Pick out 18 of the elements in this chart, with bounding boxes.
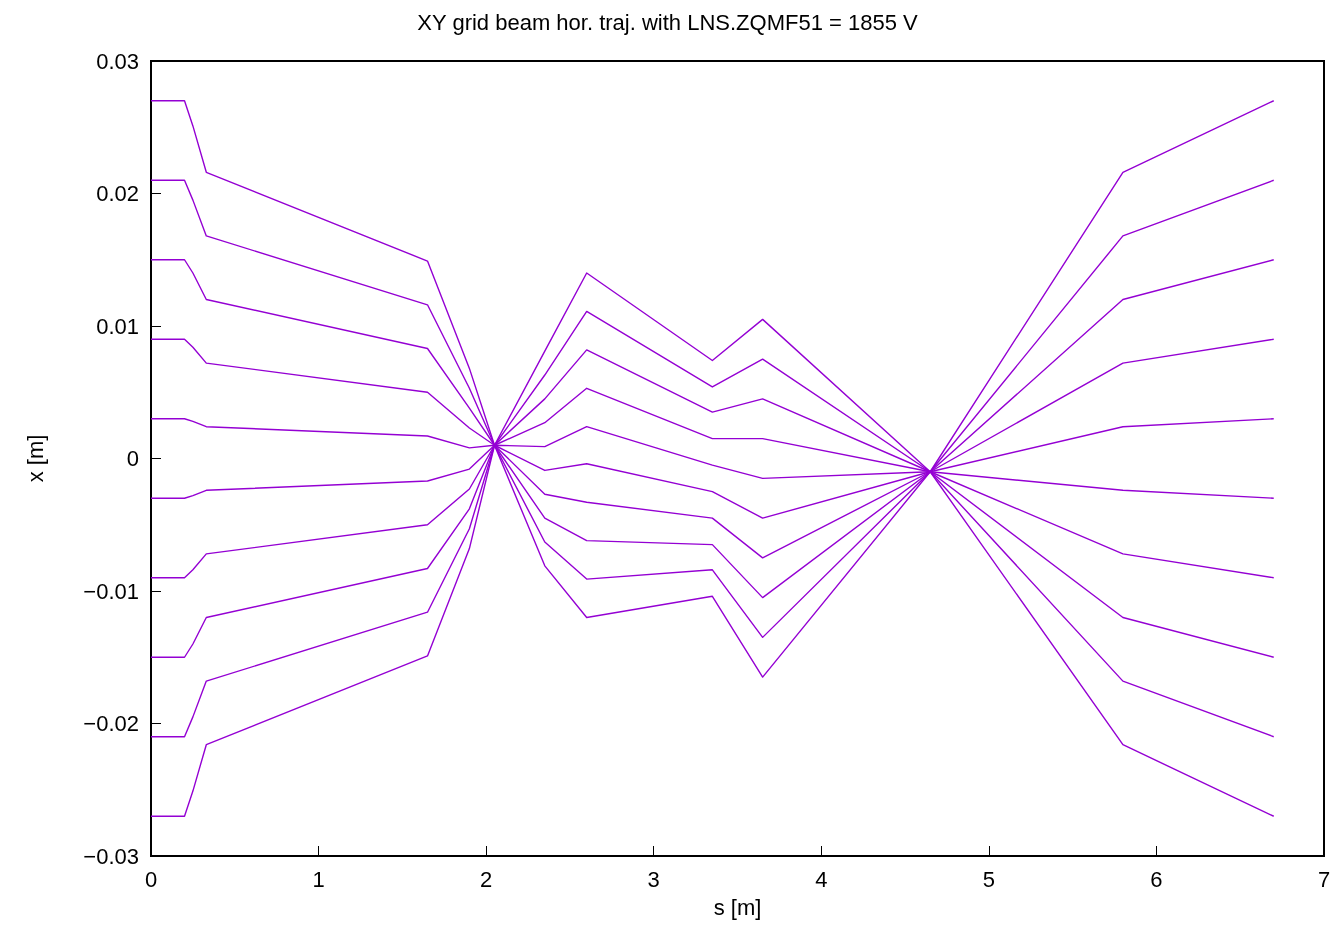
y-tick-label: −0.01 bbox=[83, 578, 139, 604]
y-tick-label: −0.02 bbox=[83, 711, 139, 736]
x-tick-label: 5 bbox=[982, 866, 995, 892]
x-axis-title: s [m] bbox=[713, 894, 762, 920]
x-tick-label: 1 bbox=[312, 866, 325, 892]
x-tick-label: 4 bbox=[815, 866, 828, 892]
y-axis-title: x [m] bbox=[22, 434, 48, 483]
x-tick-label: 3 bbox=[647, 866, 660, 892]
y-tick-label: 0.03 bbox=[96, 48, 139, 74]
y-tick-label: 0.02 bbox=[96, 181, 139, 206]
chart-title: XY grid beam hor. traj. with LNS.ZQMF51 = 1855 V bbox=[417, 9, 918, 35]
x-tick-label: 0 bbox=[144, 866, 158, 892]
y-tick-label: −0.03 bbox=[83, 843, 139, 869]
x-tick-label: 6 bbox=[1150, 866, 1163, 892]
x-tick-label: 7 bbox=[1317, 866, 1331, 892]
x-tick-label: 2 bbox=[480, 866, 493, 892]
y-tick-label: 0 bbox=[126, 446, 139, 471]
y-tick-label: 0.01 bbox=[96, 313, 139, 339]
